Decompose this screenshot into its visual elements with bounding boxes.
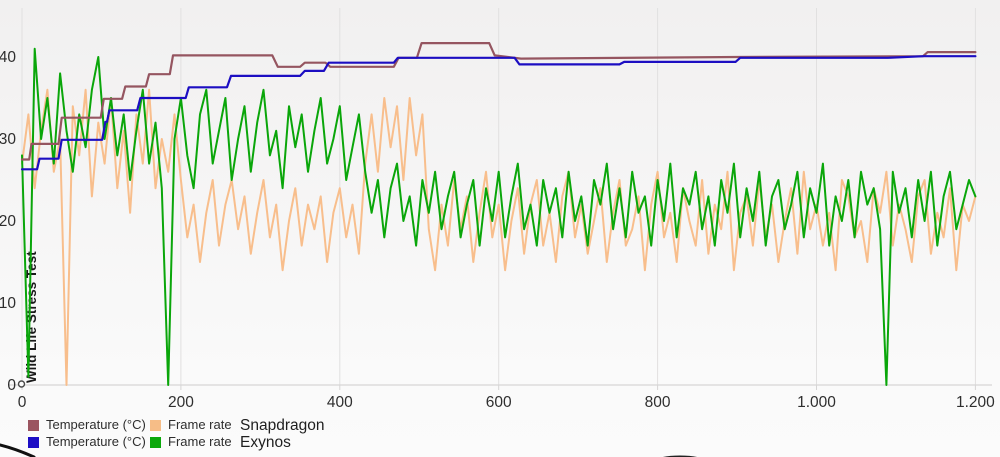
bottom-left-arc-decoration bbox=[0, 443, 36, 457]
series-temperature-c-exynos bbox=[20, 55, 977, 171]
legend-label-temperature-snapdragon: Temperature (°C) bbox=[46, 417, 146, 432]
legend-label-temperature-exynos: Temperature (°C) bbox=[46, 434, 146, 449]
series-temperature-c-snapdragon bbox=[20, 41, 977, 161]
origin-point-marker bbox=[17, 380, 26, 388]
x-tick-label: 600 bbox=[486, 394, 512, 411]
x-tick-label: 800 bbox=[645, 394, 671, 411]
legend-row-snapdragon: Temperature (°C) Frame rate Snapdragon bbox=[28, 416, 325, 434]
legend-label-framerate-exynos: Frame rate bbox=[168, 434, 232, 449]
chart-legend: Temperature (°C) Frame rate Snapdragon T… bbox=[28, 416, 325, 451]
legend-label-framerate-snapdragon: Frame rate bbox=[168, 417, 232, 432]
temperature-swatch-snapdragon bbox=[28, 419, 39, 431]
y-tick-label: 30 bbox=[0, 131, 16, 148]
framerate-swatch-snapdragon bbox=[150, 419, 161, 431]
legend-group-snapdragon: Snapdragon bbox=[240, 416, 325, 434]
legend-group-exynos: Exynos bbox=[240, 433, 291, 451]
y-tick-label: 20 bbox=[0, 213, 16, 230]
x-tick-label: 400 bbox=[327, 394, 353, 411]
x-tick-label: 1.000 bbox=[797, 394, 836, 411]
x-tick-label: 200 bbox=[168, 394, 194, 411]
framerate-swatch-exynos bbox=[150, 436, 161, 448]
temperature-swatch-exynos bbox=[28, 436, 39, 448]
x-tick-label: 0 bbox=[18, 394, 27, 411]
y-tick-label: 10 bbox=[0, 295, 16, 312]
y-tick-label: 40 bbox=[0, 49, 16, 66]
legend-row-exynos: Temperature (°C) Frame rate Exynos bbox=[28, 433, 324, 451]
x-tick-label: 1.200 bbox=[956, 394, 995, 411]
series-frame-rate-snapdragon bbox=[21, 88, 977, 386]
y-tick-label: 0 bbox=[7, 377, 16, 394]
